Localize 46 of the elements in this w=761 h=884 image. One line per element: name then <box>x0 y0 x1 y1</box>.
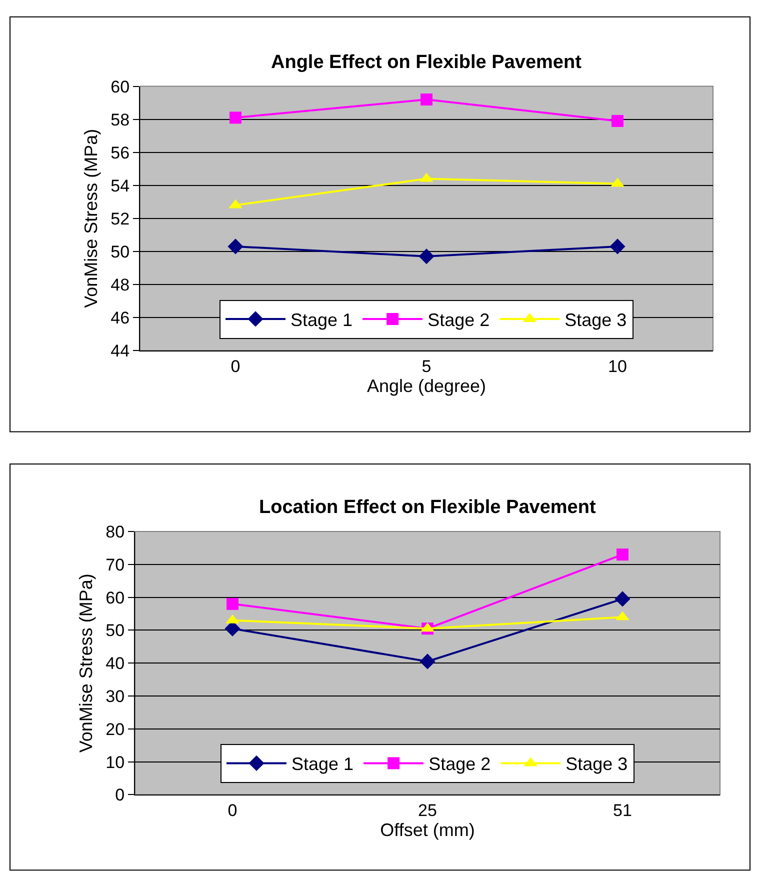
y-axis-title: VonMise Stress (MPa) <box>76 574 96 753</box>
y-tick-label: 80 <box>106 522 125 542</box>
legend-label: Stage 3 <box>564 310 627 330</box>
x-axis-title: Offset (mm) <box>380 820 475 840</box>
point <box>420 654 436 670</box>
y-tick-label: 60 <box>110 77 130 96</box>
point <box>616 548 628 561</box>
x-tick-label: 51 <box>613 801 632 820</box>
chart-title: Angle Effect on Flexible Pavement <box>271 52 582 73</box>
y-tick-label: 44 <box>110 341 130 360</box>
x-axis-title: Angle (degree) <box>366 376 486 396</box>
x-tick-label: 10 <box>608 356 627 376</box>
chart-title: Location Effect on Flexible Pavement <box>259 497 596 518</box>
y-tick-label: 0 <box>115 786 125 805</box>
y-tick-label: 52 <box>110 209 130 228</box>
point <box>230 112 242 124</box>
y-tick-label: 50 <box>106 621 125 640</box>
x-tick-label: 0 <box>230 356 240 376</box>
legend-label: Stage 2 <box>428 754 491 774</box>
y-tick-label: 58 <box>110 110 130 130</box>
point <box>226 598 238 610</box>
y-tick-label: 30 <box>106 686 125 706</box>
legend-label: Stage 3 <box>566 754 628 774</box>
y-tick-label: 60 <box>106 588 125 608</box>
y-tick-label: 10 <box>106 752 125 772</box>
point <box>418 248 434 264</box>
y-tick-label: 50 <box>110 242 130 262</box>
point <box>228 238 244 254</box>
point <box>420 94 432 106</box>
x-tick-label: 5 <box>422 356 432 376</box>
y-tick-label: 56 <box>110 143 130 162</box>
x-tick-label: 0 <box>228 801 238 820</box>
legend-label: Stage 1 <box>292 754 354 774</box>
y-tick-label: 48 <box>110 275 130 294</box>
y-tick-label: 70 <box>106 555 125 574</box>
legend-label: Stage 1 <box>290 310 353 330</box>
y-tick-label: 54 <box>110 176 130 196</box>
y-tick-label: 46 <box>110 308 130 328</box>
y-tick-label: 20 <box>106 720 125 739</box>
x-tick-label: 25 <box>418 801 437 820</box>
y-tick-label: 40 <box>106 654 125 674</box>
point <box>612 114 624 127</box>
point <box>614 591 630 607</box>
point <box>610 238 626 254</box>
y-axis-title: VonMise Stress (MPa) <box>80 128 101 308</box>
legend-label: Stage 2 <box>428 310 490 330</box>
